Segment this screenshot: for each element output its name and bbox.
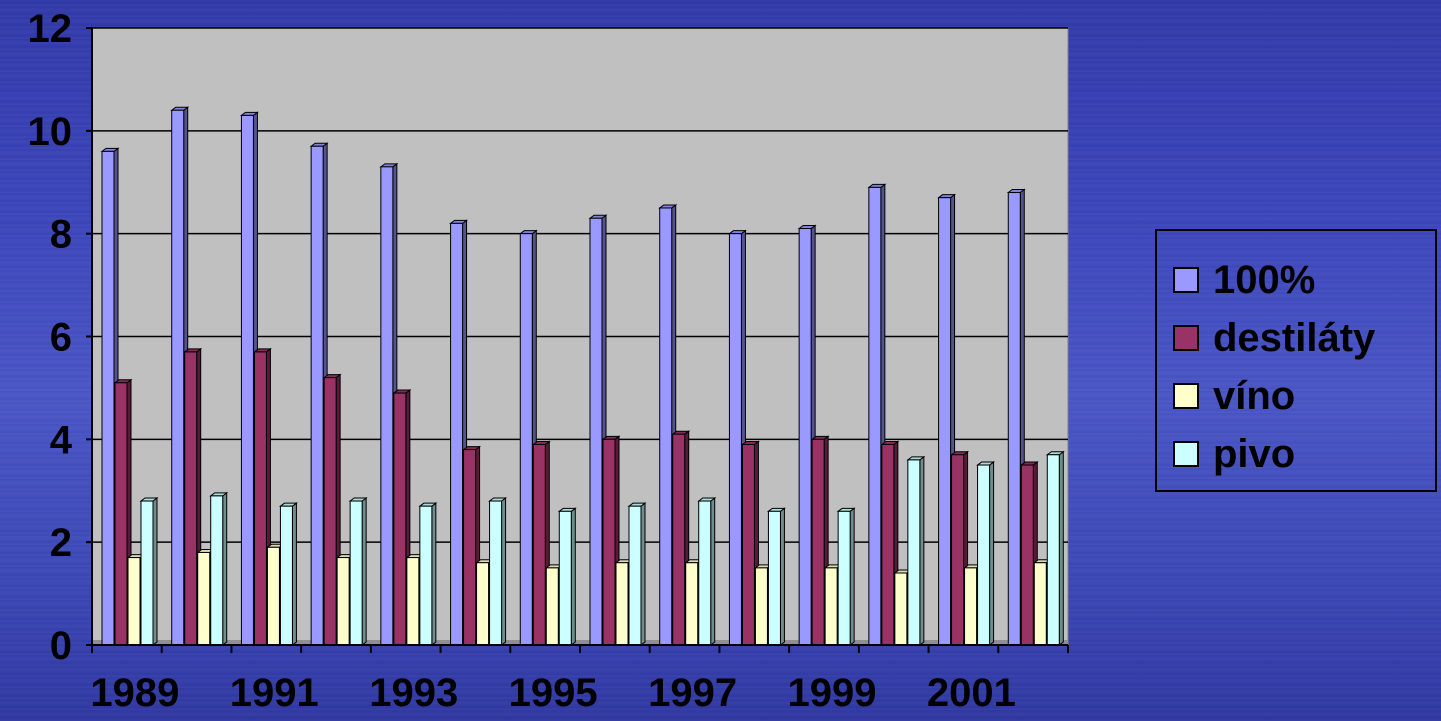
- y-tick-label: 0: [50, 624, 72, 668]
- y-tick-label: 2: [50, 521, 72, 565]
- y-tick-label: 4: [50, 418, 73, 462]
- bar-pivo-1990: [209, 491, 229, 646]
- y-tick-label: 8: [50, 213, 72, 257]
- x-tick-labels: 1989 1991 1993 1995 1997 1999 2001: [90, 671, 1016, 715]
- legend-label: víno: [1213, 373, 1296, 418]
- bar-pivo-1991: [278, 502, 298, 646]
- x-tick-label: 1993: [369, 671, 458, 715]
- y-tick-labels: 0 2 4 6 8 10 12: [28, 7, 73, 668]
- y-tick-label: 6: [50, 316, 72, 360]
- legend-item: víno: [1173, 367, 1435, 425]
- x-tick-label: 1999: [788, 671, 877, 715]
- legend-label: pivo: [1213, 431, 1296, 476]
- legend-item: destiláty: [1173, 309, 1435, 367]
- legend-swatch: [1173, 441, 1199, 467]
- bar-pivo-1989: [139, 497, 159, 646]
- bar-pivo-2000: [906, 455, 926, 646]
- bar-pivo-1999: [836, 507, 856, 646]
- bar-pivo-2002: [1045, 450, 1065, 646]
- axes: [86, 27, 1069, 653]
- bar-pivo-1997: [697, 497, 717, 646]
- bar-destiláty-2001: [950, 450, 970, 646]
- bar-pivo-1993: [418, 502, 438, 646]
- bar-pivo-1998: [766, 507, 786, 646]
- bar-pivo-1992: [348, 497, 368, 646]
- legend-label: destiláty: [1213, 315, 1376, 360]
- bar-pivo-1996: [627, 502, 647, 646]
- legend: 100% destiláty víno pivo: [1155, 229, 1437, 492]
- bar-pivo-1995: [557, 507, 577, 646]
- legend-label: 100%: [1213, 257, 1316, 302]
- y-tick-label: 10: [28, 110, 73, 154]
- y-tick-label: 12: [28, 7, 73, 51]
- x-tick-label: 1989: [90, 671, 179, 715]
- legend-item: 100%: [1173, 251, 1435, 309]
- bar-pivo-1994: [488, 497, 508, 646]
- legend-swatch: [1173, 325, 1199, 351]
- legend-swatch: [1173, 267, 1199, 293]
- legend-swatch: [1173, 383, 1199, 409]
- x-tick-label: 1991: [230, 671, 319, 715]
- x-tick-label: 2001: [927, 671, 1016, 715]
- x-tick-label: 1997: [648, 671, 737, 715]
- x-tick-label: 1995: [509, 671, 598, 715]
- legend-item: pivo: [1173, 425, 1435, 483]
- bar-pivo-2001: [976, 461, 996, 646]
